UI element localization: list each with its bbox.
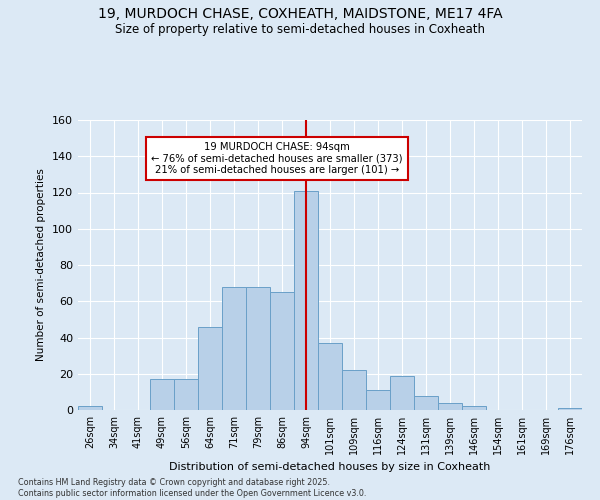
Bar xyxy=(462,406,486,410)
Bar xyxy=(294,190,318,410)
Text: Size of property relative to semi-detached houses in Coxheath: Size of property relative to semi-detach… xyxy=(115,22,485,36)
Text: 19, MURDOCH CHASE, COXHEATH, MAIDSTONE, ME17 4FA: 19, MURDOCH CHASE, COXHEATH, MAIDSTONE, … xyxy=(98,8,502,22)
Bar xyxy=(222,287,246,410)
Bar xyxy=(198,326,222,410)
Bar xyxy=(246,287,270,410)
Bar xyxy=(78,406,102,410)
X-axis label: Distribution of semi-detached houses by size in Coxheath: Distribution of semi-detached houses by … xyxy=(169,462,491,472)
Bar xyxy=(174,379,198,410)
Text: Contains HM Land Registry data © Crown copyright and database right 2025.
Contai: Contains HM Land Registry data © Crown c… xyxy=(18,478,367,498)
Bar xyxy=(390,376,414,410)
Bar xyxy=(342,370,366,410)
Bar xyxy=(414,396,438,410)
Text: 19 MURDOCH CHASE: 94sqm
← 76% of semi-detached houses are smaller (373)
21% of s: 19 MURDOCH CHASE: 94sqm ← 76% of semi-de… xyxy=(151,142,403,175)
Y-axis label: Number of semi-detached properties: Number of semi-detached properties xyxy=(37,168,46,362)
Bar xyxy=(270,292,294,410)
Bar xyxy=(318,343,342,410)
Bar xyxy=(558,408,582,410)
Bar xyxy=(366,390,390,410)
Bar xyxy=(438,403,462,410)
Bar xyxy=(150,379,174,410)
